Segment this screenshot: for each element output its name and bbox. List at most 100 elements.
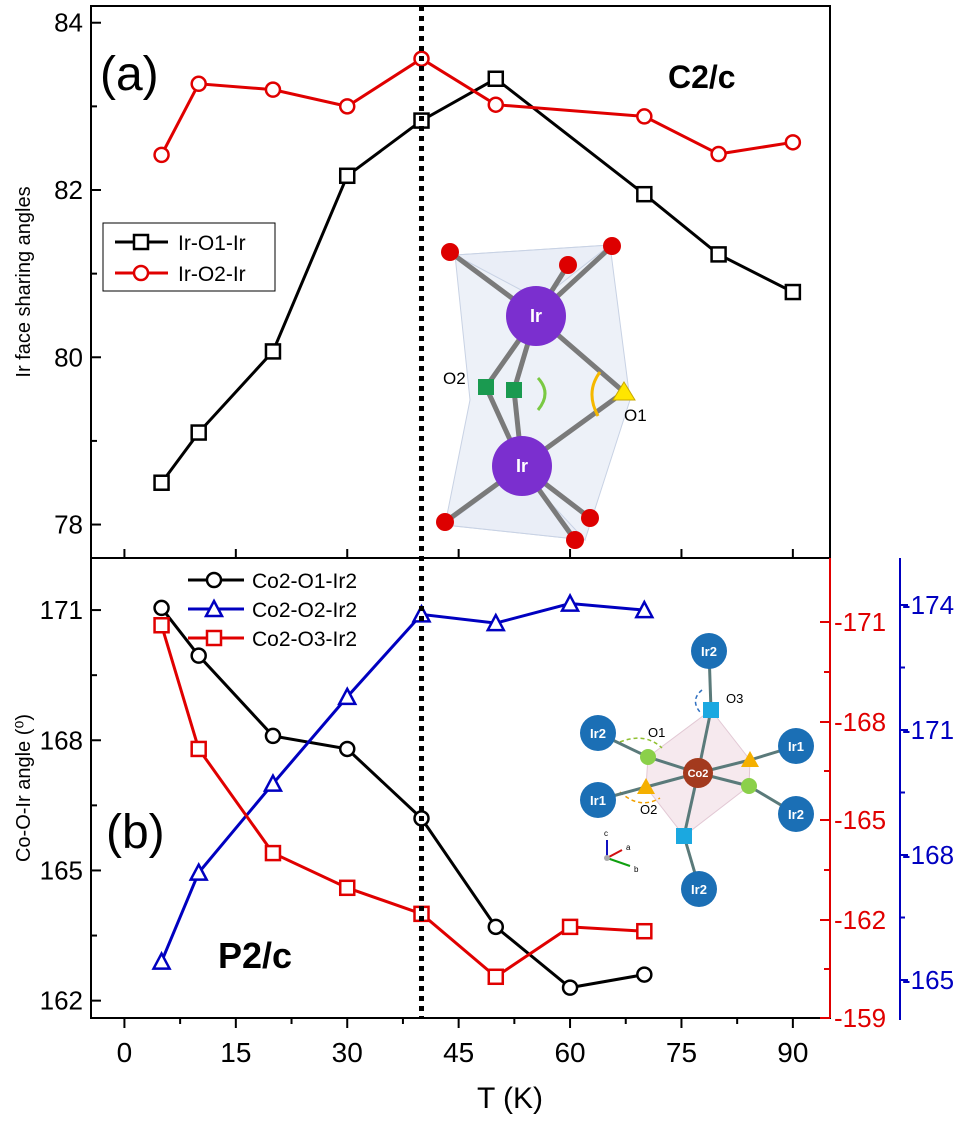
red-axis-tick-label: -165 — [834, 805, 886, 835]
red-axis-tick-label: -162 — [834, 905, 886, 935]
o2-label: O2 — [443, 369, 466, 388]
right-axis-blue: -165 -168 -171 -174 — [899, 558, 954, 1020]
panel-a-y-axis-label: Ir face sharing angles — [13, 186, 35, 377]
co2-label: Co2 — [688, 768, 709, 780]
ir2-atom — [691, 633, 727, 669]
y-tick-label-a: 82 — [54, 175, 83, 205]
inset-ir-dimer: Ir Ir O2 O1 — [436, 237, 647, 549]
o3-label: O3 — [726, 691, 743, 706]
oxygen-atom — [436, 513, 454, 531]
red-axis-tick-label: -171 — [834, 607, 886, 637]
legend-box — [102, 222, 276, 292]
series-line — [160, 602, 645, 963]
ir-label-top: Ir — [530, 306, 542, 326]
ir2-label: Ir2 — [701, 644, 717, 659]
ir2-label: Ir2 — [788, 807, 804, 822]
data-point — [190, 740, 207, 758]
data-point — [634, 599, 655, 619]
panel-b-label: (b) — [106, 806, 165, 859]
o2-atom — [478, 379, 494, 395]
y-tick-label-b: 162 — [40, 986, 83, 1016]
panel-a-space-group: C2/c — [668, 59, 736, 95]
o1-atom — [612, 381, 636, 401]
oxygen-atom — [566, 531, 584, 549]
y-tick-label-b: 165 — [40, 855, 83, 885]
dashed-arc-o3 — [694, 689, 703, 713]
data-point — [636, 922, 653, 940]
data-point — [561, 918, 579, 936]
data-point — [636, 966, 653, 983]
red-axis-tick-label: -168 — [834, 707, 886, 737]
data-point — [264, 343, 282, 360]
data-point — [151, 950, 172, 970]
axis-c-label: c — [604, 829, 608, 838]
data-point — [338, 879, 356, 897]
legend-label: Ir-O1-Ir — [178, 232, 246, 255]
data-point — [561, 979, 579, 996]
data-point — [262, 773, 284, 792]
ir2-label: Ir2 — [590, 726, 606, 741]
data-point — [487, 918, 505, 936]
ir1-atom — [778, 728, 814, 764]
data-point — [153, 617, 170, 634]
inset-co2-coordination: Ir2 Ir2 Ir1 Ir1 Ir2 Ir2 Co2 O3 O1 O2 c a… — [580, 633, 814, 907]
data-point — [710, 145, 727, 163]
o2-atom — [637, 778, 655, 794]
data-point — [338, 98, 356, 115]
x-tick-label: 45 — [443, 1037, 474, 1068]
ir2-atom — [681, 871, 717, 907]
legend-marker — [205, 571, 223, 589]
o3-atom — [703, 702, 719, 718]
panel-b-y-axis-label: Co-O-Ir angle (⁰) — [13, 714, 35, 862]
data-point — [784, 283, 802, 301]
axis-a-label: a — [626, 843, 631, 852]
o2-atom — [741, 751, 759, 767]
data-point — [264, 727, 282, 745]
o2-label: O2 — [640, 802, 657, 817]
ir-label-bottom: Ir — [516, 456, 528, 476]
ir2-atom — [778, 796, 814, 832]
blue-axis-tick-label: -174 — [902, 590, 954, 620]
panel-a-label: (a) — [100, 48, 159, 101]
legend-label: Co2-O1-Ir2 — [252, 570, 357, 593]
legend-marker — [132, 264, 150, 282]
blue-axis-tick-label: -171 — [902, 715, 954, 745]
o2-atom — [506, 382, 522, 398]
oxygen-atom — [441, 243, 459, 261]
data-point — [190, 75, 207, 93]
panel-b-space-group: P2/c — [218, 935, 292, 976]
axis-origin — [604, 855, 610, 861]
axis-b-arrow — [606, 857, 631, 867]
o1-label: O1 — [624, 406, 647, 425]
o1-atom — [741, 778, 757, 794]
y-tick-label-a: 80 — [54, 342, 83, 372]
legend-marker — [203, 598, 225, 618]
data-point — [485, 612, 506, 632]
legend-panel-b: Co2-O1-Ir2 Co2-O2-Ir2 Co2-O3-Ir2 — [188, 570, 357, 651]
legend-label: Co2-O2-Ir2 — [252, 599, 357, 622]
x-tick-label: 90 — [777, 1037, 808, 1068]
data-point — [487, 96, 505, 113]
series-line — [160, 624, 645, 979]
x-tick-label: 30 — [332, 1037, 363, 1068]
data-point — [190, 424, 207, 441]
legend-panel-a: Ir-O1-Ir Ir-O2-Ir — [102, 222, 276, 292]
legend-marker — [132, 233, 150, 251]
data-point — [487, 968, 505, 986]
data-point — [411, 603, 432, 623]
ir2-label: Ir2 — [691, 882, 707, 897]
iridium-atom-bottom — [492, 436, 552, 496]
data-point — [710, 246, 727, 263]
x-axis-label: T (K) — [477, 1082, 543, 1115]
data-point — [190, 647, 207, 664]
x-tick-label: 15 — [220, 1037, 251, 1068]
ir1-label: Ir1 — [590, 793, 606, 808]
oxygen-atom — [603, 237, 621, 255]
right-axis-red: -159 -162 -165 -168 -171 — [820, 558, 886, 1033]
y-tick-label-b: 171 — [40, 595, 83, 625]
legend-label: Ir-O2-Ir — [178, 263, 246, 286]
data-point — [153, 146, 170, 164]
data-point — [338, 167, 356, 185]
data-point — [337, 686, 358, 706]
